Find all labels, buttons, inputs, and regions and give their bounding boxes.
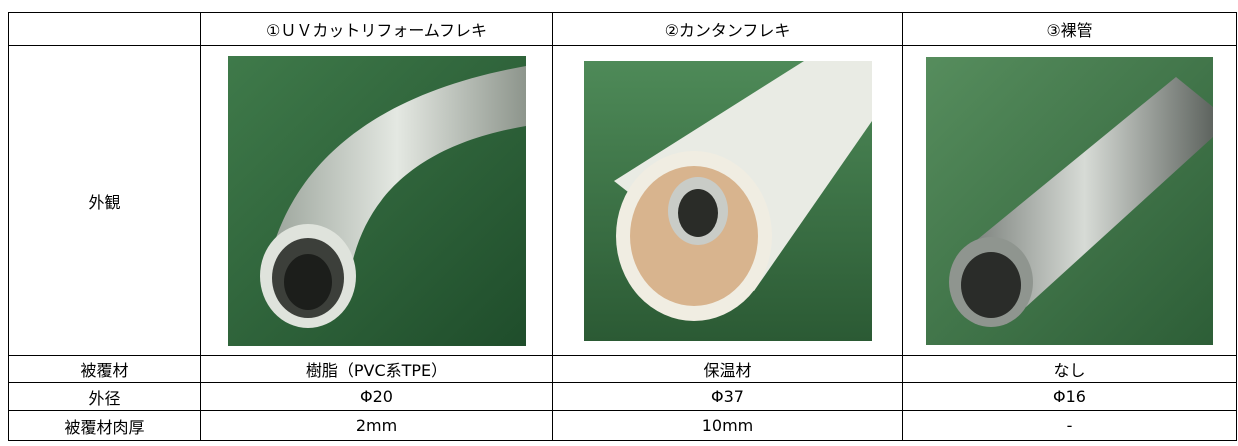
- corner-cell: [8, 12, 201, 46]
- data-row: 被覆材肉厚 2mm 10mm -: [8, 410, 1237, 441]
- cell: 樹脂（PVC系TPE）: [200, 355, 553, 383]
- column-header: ①ＵＶカットリフォームフレキ: [200, 12, 553, 46]
- cell: なし: [902, 355, 1237, 383]
- row-label: 外観: [8, 45, 201, 356]
- spec-table: ①ＵＶカットリフォームフレキ ②カンタンフレキ ③裸管 外観 被覆材 樹脂（PV…: [8, 12, 1237, 441]
- row-label: 被覆材肉厚: [8, 410, 201, 441]
- photo-kantan-flex: [583, 60, 872, 341]
- data-row: 被覆材 樹脂（PVC系TPE） 保温材 なし: [8, 355, 1237, 383]
- cell: -: [902, 410, 1237, 441]
- image-row: 外観: [8, 45, 1237, 356]
- cell: Φ20: [200, 382, 553, 411]
- cell: Φ37: [552, 382, 903, 411]
- photo-bare-pipe: [926, 56, 1213, 345]
- column-header: ③裸管: [902, 12, 1237, 46]
- header-row: ①ＵＶカットリフォームフレキ ②カンタンフレキ ③裸管: [8, 12, 1237, 46]
- cell: 保温材: [552, 355, 903, 383]
- image-cell: [902, 45, 1237, 356]
- image-cell: [552, 45, 903, 356]
- row-label: 外径: [8, 382, 201, 411]
- row-label: 被覆材: [8, 355, 201, 383]
- column-header: ②カンタンフレキ: [552, 12, 903, 46]
- cell: 10mm: [552, 410, 903, 441]
- cell: 2mm: [200, 410, 553, 441]
- data-row: 外径 Φ20 Φ37 Φ16: [8, 382, 1237, 411]
- image-cell: [200, 45, 553, 356]
- photo-uv-flex: [227, 55, 526, 346]
- cell: Φ16: [902, 382, 1237, 411]
